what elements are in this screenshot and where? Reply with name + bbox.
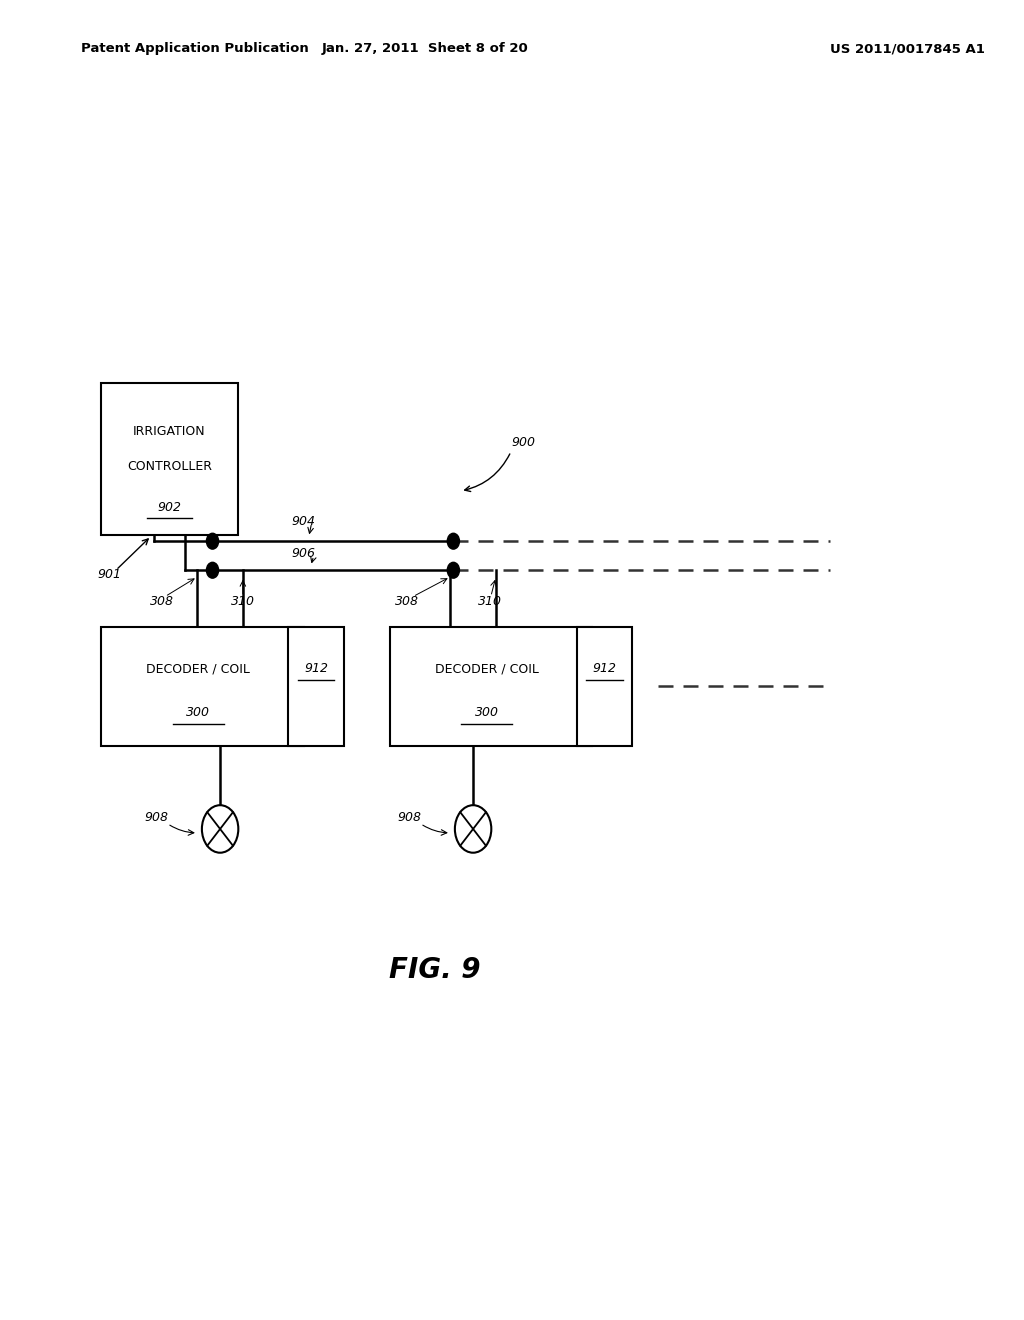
- Text: 912: 912: [593, 663, 616, 675]
- Circle shape: [455, 805, 492, 853]
- FancyBboxPatch shape: [101, 383, 238, 535]
- Text: Patent Application Publication: Patent Application Publication: [81, 42, 308, 55]
- Text: 912: 912: [304, 663, 329, 675]
- Text: US 2011/0017845 A1: US 2011/0017845 A1: [829, 42, 985, 55]
- Circle shape: [447, 533, 460, 549]
- Text: 904: 904: [292, 515, 315, 528]
- Text: 310: 310: [230, 594, 255, 607]
- FancyBboxPatch shape: [389, 627, 592, 746]
- FancyBboxPatch shape: [577, 627, 633, 746]
- Text: DECODER / COIL: DECODER / COIL: [435, 663, 539, 675]
- Circle shape: [202, 805, 239, 853]
- Circle shape: [447, 562, 460, 578]
- Text: CONTROLLER: CONTROLLER: [127, 459, 212, 473]
- Text: 300: 300: [186, 706, 210, 719]
- Circle shape: [207, 533, 218, 549]
- Text: 308: 308: [394, 594, 419, 607]
- Text: 901: 901: [97, 568, 122, 581]
- Text: IRRIGATION: IRRIGATION: [133, 425, 206, 438]
- Text: Jan. 27, 2011  Sheet 8 of 20: Jan. 27, 2011 Sheet 8 of 20: [322, 42, 528, 55]
- Text: 906: 906: [292, 546, 315, 560]
- Text: 310: 310: [477, 594, 502, 607]
- Text: 908: 908: [144, 810, 168, 824]
- Text: 308: 308: [150, 594, 174, 607]
- Text: FIG. 9: FIG. 9: [389, 956, 481, 985]
- Text: DECODER / COIL: DECODER / COIL: [146, 663, 250, 675]
- FancyBboxPatch shape: [101, 627, 303, 746]
- Text: 908: 908: [397, 810, 421, 824]
- Circle shape: [207, 562, 218, 578]
- Text: 300: 300: [475, 706, 499, 719]
- Text: 900: 900: [511, 436, 536, 449]
- Text: 902: 902: [158, 500, 181, 513]
- FancyBboxPatch shape: [289, 627, 344, 746]
